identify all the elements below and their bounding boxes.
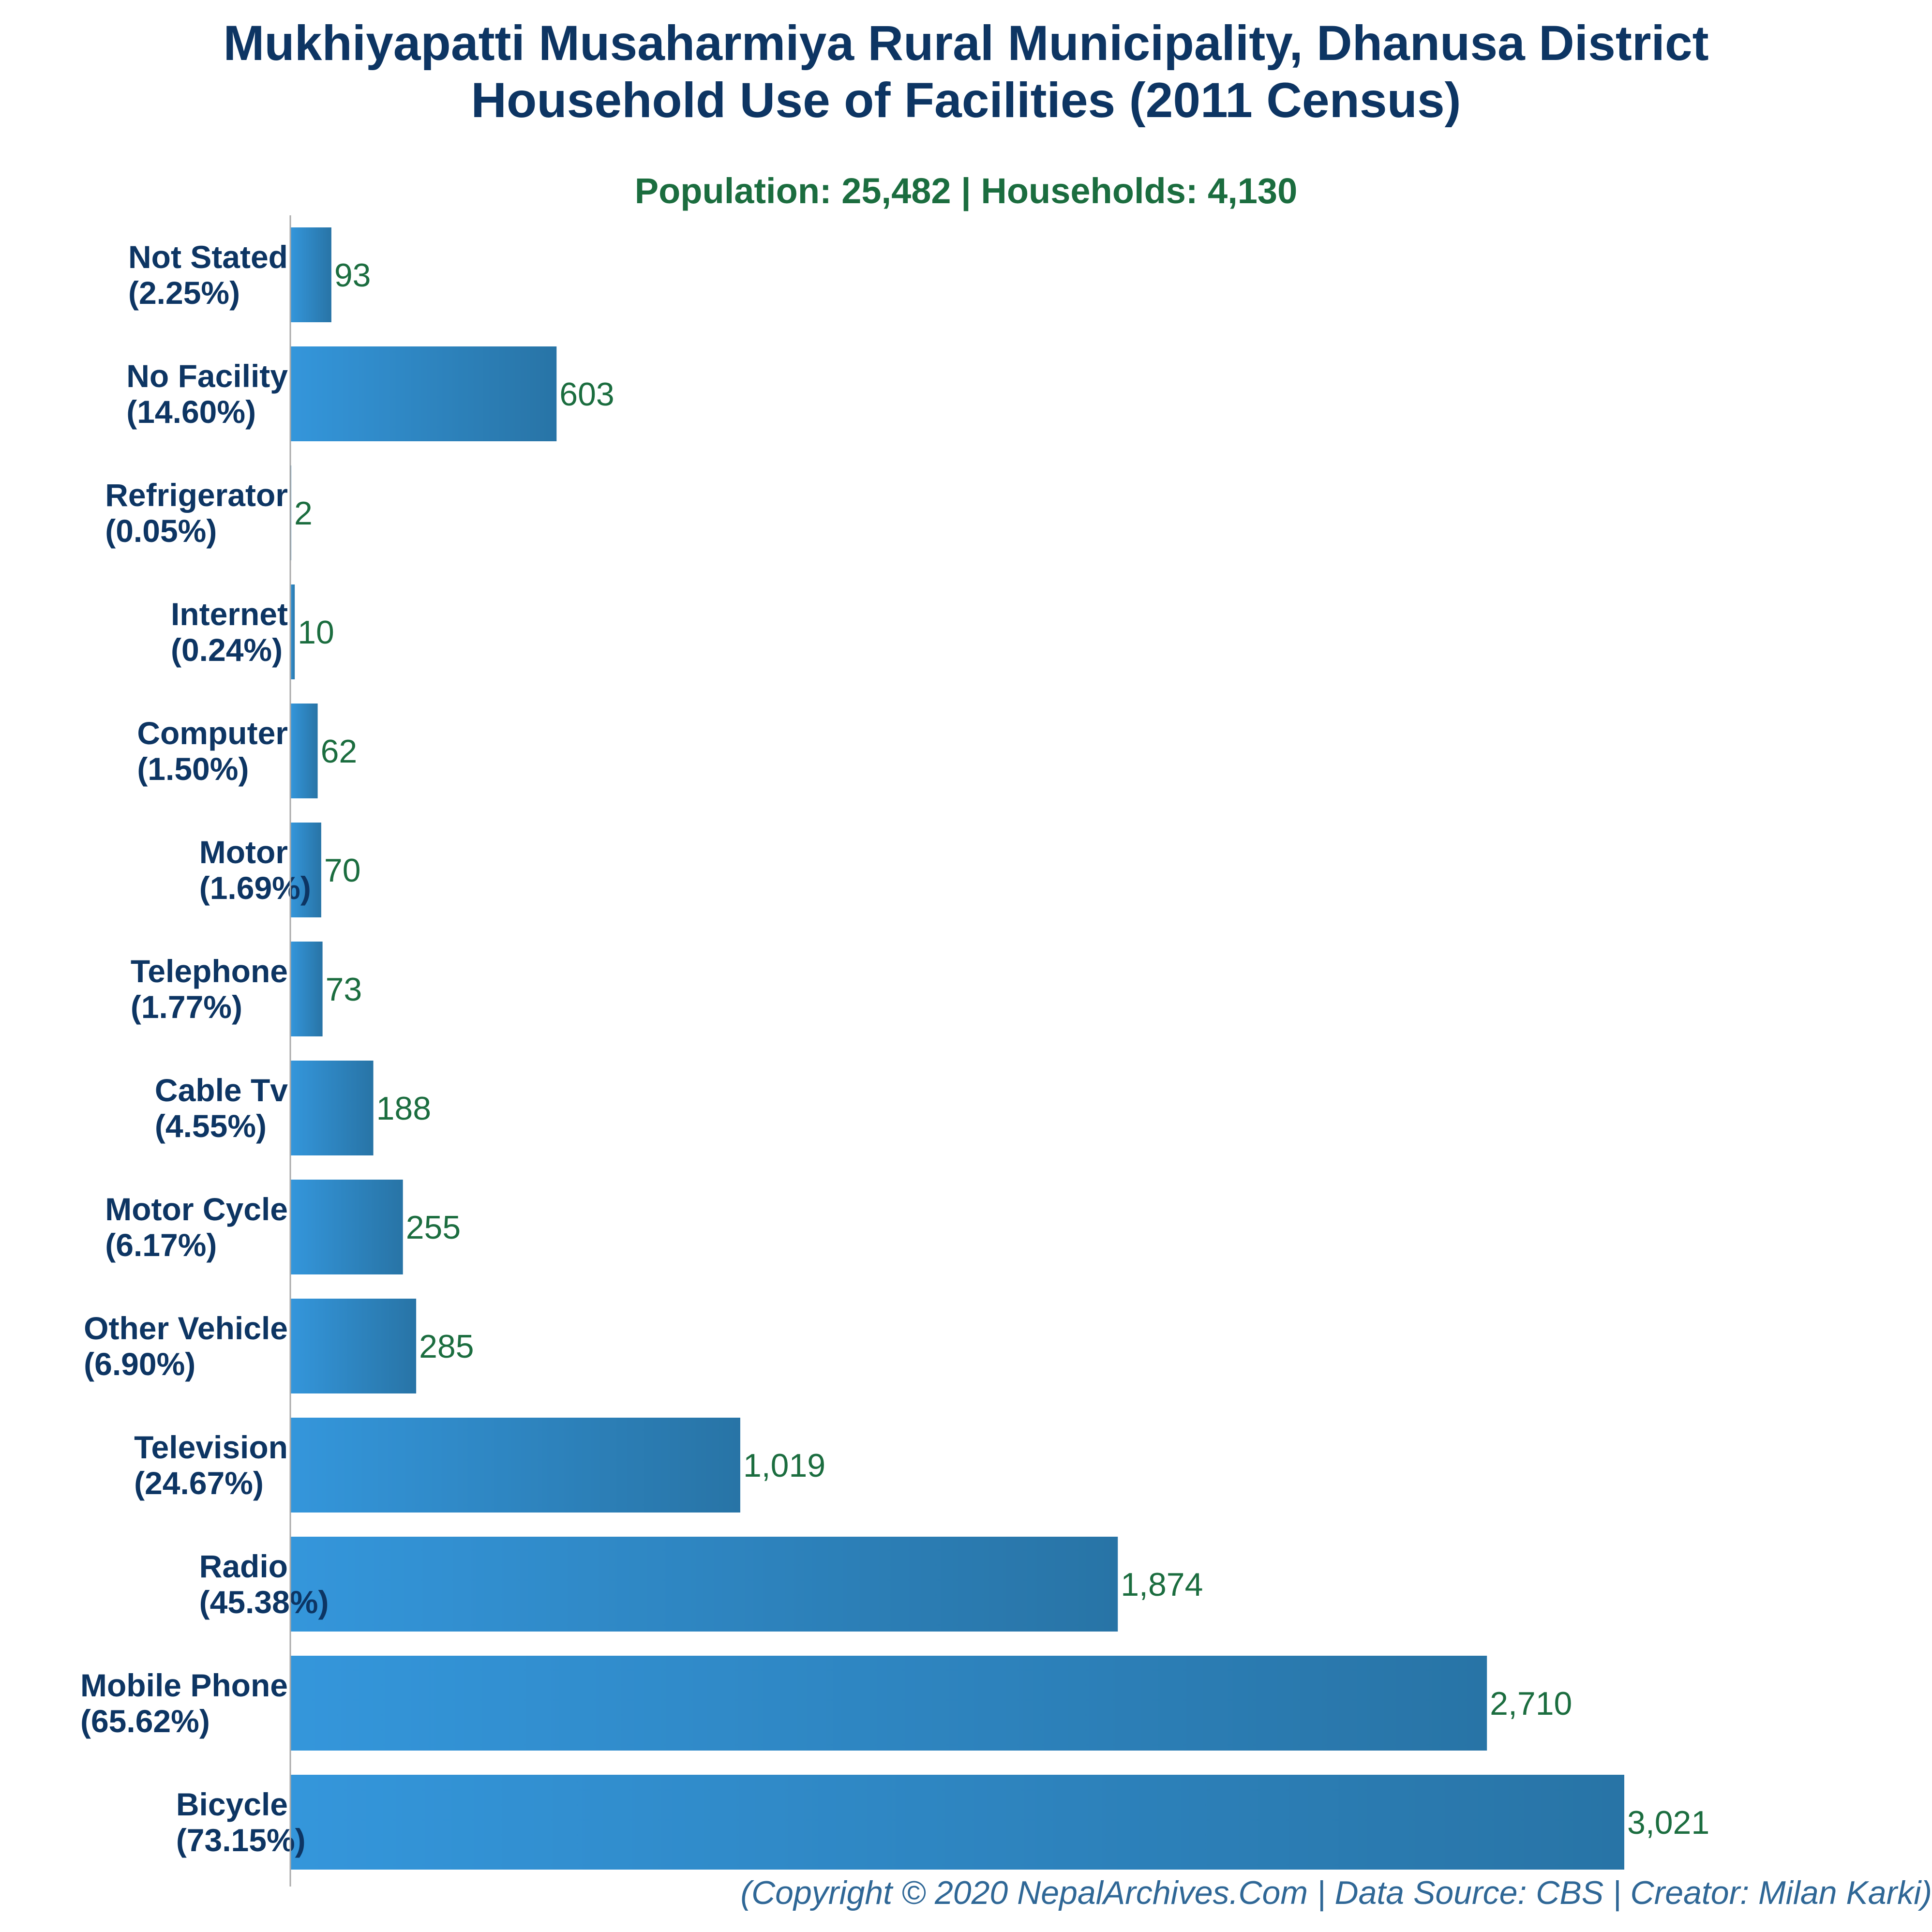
bar-mobile-phone [290,1656,1487,1751]
value-label-radio: 1,874 [1121,1566,1203,1603]
bar-motor [290,823,321,917]
bar-cable-tv [290,1061,374,1155]
category-label-telephone: Telephone [131,953,288,989]
category-percent-radio: (45.38%) [199,1584,329,1620]
bar-motor-cycle [290,1180,403,1274]
value-label-refrigerator: 2 [294,495,313,532]
bars-layer: 93 Not Stated(2.25%) 603 No Facility(14.60%… [80,227,1709,1870]
category-percent-television: (24.67%) [134,1465,264,1501]
value-label-no-facility: 603 [559,376,614,413]
category-percent-motor-cycle: (6.17%) [105,1227,217,1263]
value-label-telephone: 73 [326,971,362,1008]
bar-other-vehicle [290,1299,417,1393]
value-label-mobile-phone: 2,710 [1490,1685,1572,1722]
bar-group-not-stated: 93 Not Stated(2.25%) [128,227,371,322]
value-label-internet: 10 [298,614,334,651]
bar-not-stated [290,227,331,322]
category-percent-no-facility: (14.60%) [126,394,256,430]
category-label-not-stated: Not Stated [128,239,288,275]
chart-subtitle: Population: 25,482 | Households: 4,130 [634,171,1298,211]
category-percent-refrigerator: (0.05%) [105,513,217,549]
bar-group-computer: 62 Computer(1.50%) [137,704,357,798]
category-percent-telephone: (1.77%) [131,989,242,1025]
category-percent-internet: (0.24%) [171,632,283,668]
category-percent-not-stated: (2.25%) [128,275,240,311]
bar-television [290,1418,740,1513]
bar-group-other-vehicle: 285 Other Vehicle(6.90%) [84,1299,474,1393]
category-percent-mobile-phone: (65.62%) [80,1703,210,1739]
bar-group-motor: 70 Motor(1.69%) [199,823,361,917]
category-percent-cable-tv: (4.55%) [155,1108,267,1144]
footer-credit: (Copyright © 2020 NepalArchives.Com | Da… [740,1874,1932,1911]
category-label-bicycle: Bicycle [176,1786,288,1822]
category-label-no-facility: No Facility [126,358,288,394]
category-percent-other-vehicle: (6.90%) [84,1346,195,1382]
bar-bicycle [290,1775,1624,1870]
bar-computer [290,704,318,798]
bar-radio [290,1537,1118,1632]
category-label-mobile-phone: Mobile Phone [80,1667,288,1703]
bar-telephone [290,942,323,1036]
value-label-bicycle: 3,021 [1627,1804,1709,1841]
category-label-motor-cycle: Motor Cycle [105,1191,288,1227]
category-percent-bicycle: (73.15%) [176,1822,306,1858]
bar-group-bicycle: 3,021 Bicycle(73.15%) [176,1775,1709,1870]
category-label-internet: Internet [171,596,288,632]
bar-group-mobile-phone: 2,710 Mobile Phone(65.62%) [80,1656,1572,1751]
category-label-other-vehicle: Other Vehicle [84,1310,288,1346]
bar-group-no-facility: 603 No Facility(14.60%) [126,346,614,441]
value-label-other-vehicle: 285 [419,1328,474,1365]
category-percent-motor: (1.69%) [199,870,311,906]
bar-group-cable-tv: 188 Cable Tv(4.55%) [155,1061,431,1155]
category-label-refrigerator: Refrigerator [105,477,288,513]
category-label-computer: Computer [137,715,288,751]
bar-group-telephone: 73 Telephone(1.77%) [131,942,362,1036]
category-label-television: Television [134,1429,288,1465]
category-label-motor: Motor [199,834,288,870]
bar-group-internet: 10 Internet(0.24%) [171,584,334,679]
category-label-cable-tv: Cable Tv [155,1072,288,1108]
bar-group-motor-cycle: 255 Motor Cycle(6.17%) [105,1180,461,1274]
value-label-television: 1,019 [743,1447,825,1484]
chart-title-line-2: Household Use of Facilities (2011 Census… [471,73,1461,128]
category-percent-computer: (1.50%) [137,751,249,787]
bar-group-television: 1,019 Television(24.67%) [134,1418,825,1513]
value-label-motor: 70 [324,852,361,889]
chart-title-line-1: Mukhiyapatti Musaharmiya Rural Municipal… [223,15,1709,71]
bar-no-facility [290,346,557,441]
chart-title: Mukhiyapatti Musaharmiya Rural Municipal… [0,15,1932,129]
category-label-radio: Radio [199,1548,288,1584]
value-label-motor-cycle: 255 [406,1209,461,1246]
bar-internet [290,584,295,679]
value-label-computer: 62 [321,733,358,770]
bar-group-radio: 1,874 Radio(45.38%) [199,1537,1203,1632]
value-label-not-stated: 93 [334,257,371,294]
value-label-cable-tv: 188 [376,1090,431,1127]
